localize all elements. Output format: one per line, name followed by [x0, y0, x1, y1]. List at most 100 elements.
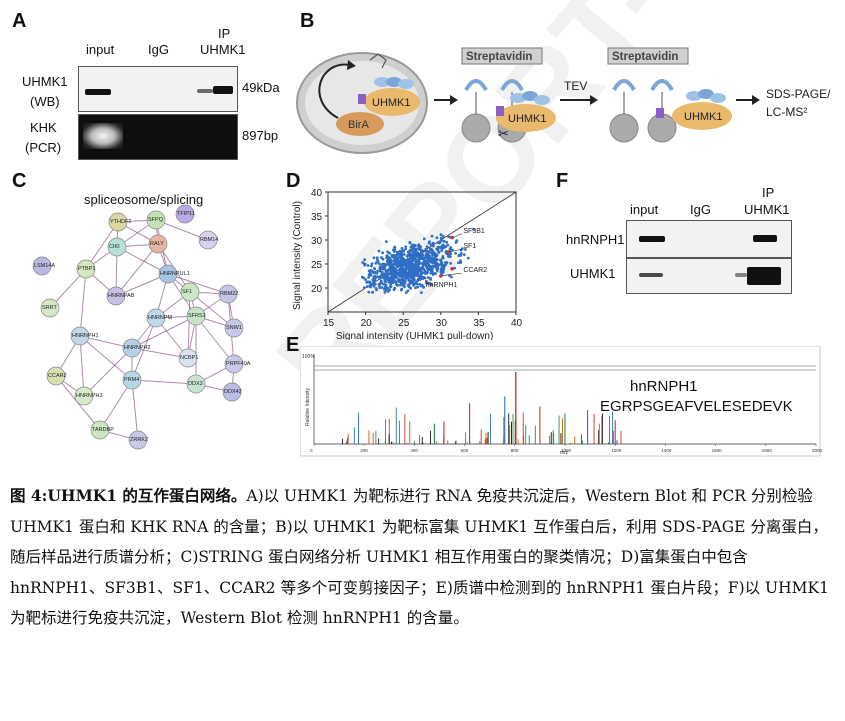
scatter-point	[383, 272, 386, 276]
scatter-point	[413, 270, 417, 274]
spectrum-tick-label: 1000	[561, 448, 572, 453]
pcr-band-input	[83, 123, 123, 149]
scatter-point	[449, 261, 453, 265]
scatter-point	[435, 254, 439, 258]
uhmk1-blob-a	[364, 88, 420, 116]
network-node-label: HNRNPUL1	[160, 271, 190, 277]
panel-f-col-input: input	[630, 202, 659, 217]
y-tick-label: 30	[311, 236, 323, 247]
panel-a-col-input: input	[86, 42, 115, 57]
spectrum-tick-label: 1600	[712, 448, 723, 453]
network-edge	[131, 317, 157, 381]
scatter-point	[380, 270, 384, 274]
band-ip	[213, 86, 233, 94]
scatter-point	[408, 264, 412, 267]
scatter-point	[395, 276, 399, 280]
spectrum-tick-label: 200	[360, 448, 368, 453]
scatter-point	[415, 247, 418, 251]
spectrum-tick-label: 600	[461, 448, 469, 453]
scatter-point	[395, 269, 398, 273]
network-node	[90, 420, 110, 440]
scatter-point	[441, 234, 445, 238]
scatter-point	[370, 264, 373, 268]
scatter-point	[453, 266, 457, 270]
network-node-label: HNRNPH1	[72, 333, 99, 339]
spectrum-tick-label: 2000	[812, 448, 823, 453]
scatter-point	[409, 286, 413, 290]
network-node	[108, 212, 128, 232]
x-tick-label: 35	[473, 318, 485, 329]
network-node-label: SFPQ	[148, 217, 164, 223]
scatter-point	[412, 283, 415, 287]
scatter-point	[383, 264, 386, 268]
scatter-point	[422, 237, 426, 241]
scatter-point	[384, 240, 388, 243]
panel-a-size2: 897bp	[242, 128, 279, 143]
scatter-point	[370, 262, 374, 265]
scatter-point	[377, 249, 381, 253]
panel-c-network: TFIP11 SFPQ YTHDF2 RBM14 RALY CIKI LSM14A PTBP1…	[32, 204, 251, 450]
scatter-point	[384, 288, 388, 292]
highlight-point	[450, 267, 454, 271]
network-node	[122, 338, 142, 358]
scatter-point	[378, 262, 381, 266]
scatter-point	[407, 267, 411, 271]
scatter-point	[395, 254, 398, 257]
spectrum-top-label: 100%	[302, 354, 315, 360]
scatter-point	[435, 236, 439, 240]
network-node-label: RALY	[150, 241, 164, 247]
scatter-point	[365, 280, 369, 284]
scatter-point	[410, 243, 414, 247]
scatter-point	[391, 248, 395, 252]
network-node-label: HNRNPM	[148, 315, 173, 321]
scatter-point	[439, 246, 443, 250]
scatter-point	[439, 262, 443, 266]
network-node	[175, 204, 195, 224]
scatter-point	[414, 254, 417, 258]
panel-a-pcr-gel	[78, 114, 238, 160]
scatter-point	[378, 286, 382, 290]
scatter-point	[431, 253, 434, 257]
spectrum-x-label: m/z	[560, 450, 569, 456]
scatter-point	[404, 247, 408, 251]
network-node-label: PRPF40A	[226, 361, 251, 367]
scatter-point	[420, 291, 423, 294]
scatter-point	[444, 245, 448, 249]
network-node	[178, 348, 198, 368]
highlight-point	[450, 235, 454, 240]
panel-c-title: spliceosome/splicing	[84, 192, 204, 207]
spectrum-tick-label: 0	[310, 448, 313, 453]
network-node	[158, 264, 178, 284]
scatter-point	[459, 259, 462, 263]
scatter-point	[442, 266, 446, 270]
scatter-point	[378, 284, 381, 287]
spectrum-frame	[300, 346, 821, 457]
panel-a-size1: 49kDa	[242, 80, 280, 95]
panel-f-blot-hnrnph1	[626, 220, 792, 258]
scatter-point	[379, 279, 383, 283]
scatter-point	[400, 246, 404, 250]
scatter-point	[424, 270, 428, 274]
scatter-point	[439, 269, 443, 273]
network-node-label: ZRRK2	[130, 437, 148, 443]
scatter-point	[428, 255, 432, 258]
panel-d-label: D	[286, 170, 301, 192]
network-node-label: RBM22	[220, 291, 238, 297]
network-node	[122, 370, 142, 390]
network-edge	[131, 379, 139, 441]
bira-blob	[336, 112, 384, 136]
scatter-point	[381, 267, 385, 271]
network-node-label: LSM14A	[34, 263, 55, 269]
scatter-point	[436, 249, 440, 253]
panel-e-protein: hnRNPH1	[630, 378, 698, 395]
scatter-point	[426, 252, 430, 256]
scatter-point	[382, 262, 385, 266]
scatter-point	[408, 261, 412, 264]
scatter-point	[401, 249, 404, 253]
scatter-point	[429, 277, 432, 281]
panel-a-western-blot	[78, 66, 238, 112]
network-node	[198, 230, 218, 250]
scatter-point	[413, 272, 417, 276]
network-node-label: HNRNPH3	[76, 393, 103, 399]
panel-f-label: F	[556, 170, 569, 192]
